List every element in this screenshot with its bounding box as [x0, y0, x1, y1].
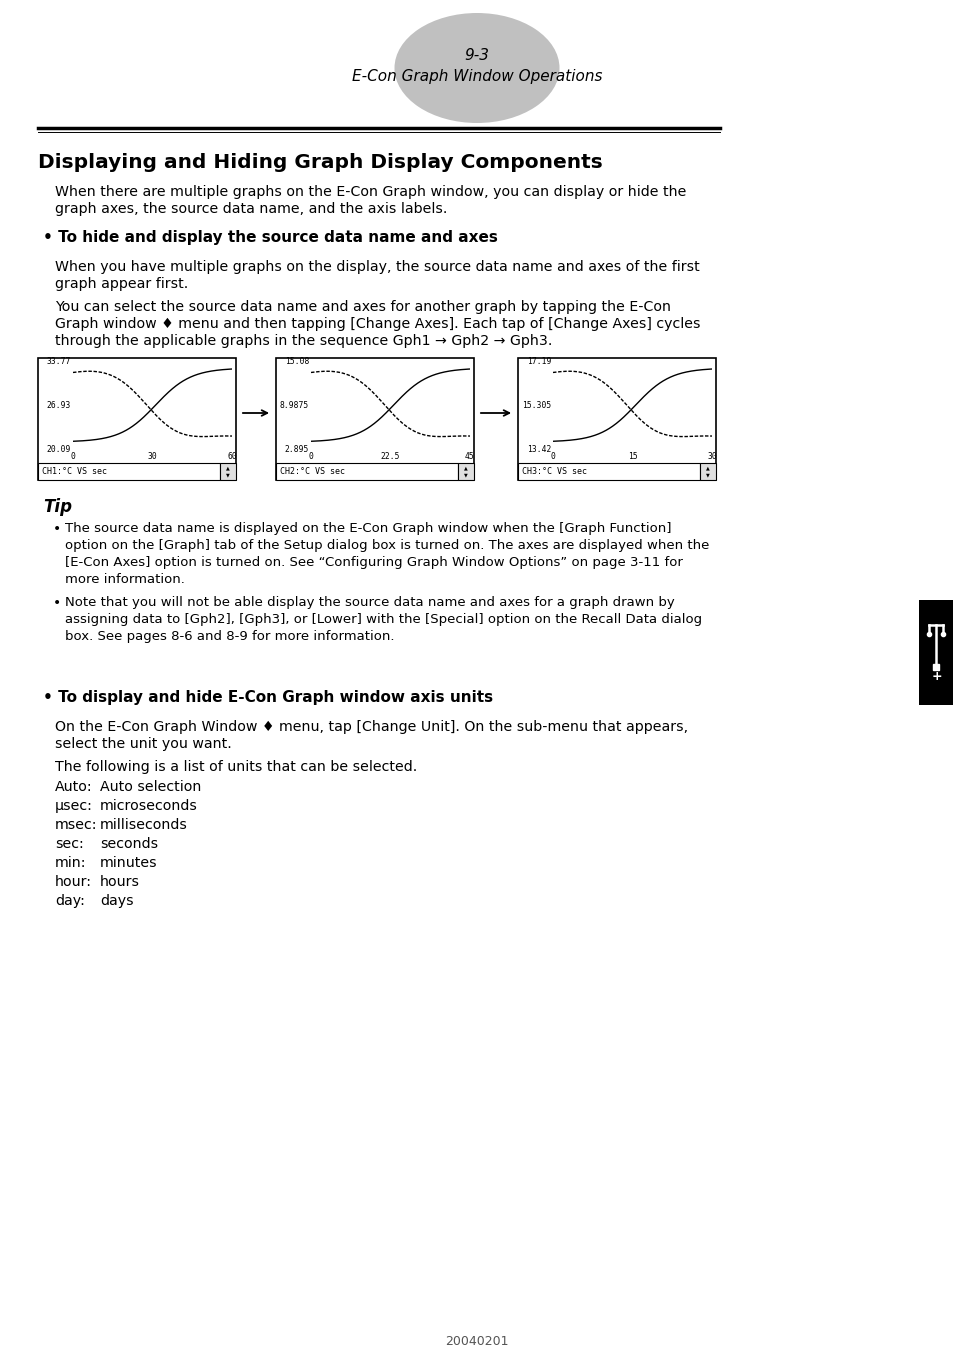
Text: 13.42: 13.42 [526, 445, 551, 453]
Bar [457, 462, 474, 480]
Text: more information.: more information. [65, 573, 185, 585]
Text: ▲: ▲ [226, 465, 230, 470]
Text: CH2:°C VS sec: CH2:°C VS sec [280, 466, 345, 476]
Text: ▼: ▼ [226, 473, 230, 477]
Text: 30: 30 [148, 452, 157, 461]
Text: 30: 30 [706, 452, 716, 461]
Text: 22.5: 22.5 [380, 452, 400, 461]
Text: You can select the source data name and axes for another graph by tapping the E-: You can select the source data name and … [55, 300, 670, 314]
Bar [918, 600, 953, 704]
Text: ▲: ▲ [464, 465, 467, 470]
Text: [E-Con Axes] option is turned on. See “Configuring Graph Window Options” on page: [E-Con Axes] option is turned on. See “C… [65, 556, 682, 569]
Text: option on the [Graph] tab of the Setup dialog box is turned on. The axes are dis: option on the [Graph] tab of the Setup d… [65, 539, 709, 552]
Text: assigning data to [Gph2], [Gph3], or [Lower] with the [Special] option on the Re: assigning data to [Gph2], [Gph3], or [Lo… [65, 612, 701, 626]
Text: Note that you will not be able display the source data name and axes for a graph: Note that you will not be able display t… [65, 596, 674, 608]
Text: When there are multiple graphs on the E-Con Graph window, you can display or hid: When there are multiple graphs on the E-… [55, 185, 685, 199]
Text: 20.09: 20.09 [47, 445, 71, 453]
Text: •: • [53, 596, 61, 610]
Text: 15: 15 [627, 452, 637, 461]
Text: E-Con Graph Window Operations: E-Con Graph Window Operations [352, 69, 601, 84]
Text: On the E-Con Graph Window ♦ menu, tap [Change Unit]. On the sub-menu that appear: On the E-Con Graph Window ♦ menu, tap [C… [55, 721, 687, 734]
Ellipse shape [395, 14, 558, 123]
Text: 15.08: 15.08 [284, 357, 309, 365]
Text: The following is a list of units that can be selected.: The following is a list of units that ca… [55, 760, 416, 773]
Text: milliseconds: milliseconds [100, 818, 188, 831]
Bar [275, 358, 474, 480]
Bar [517, 462, 700, 480]
Text: Graph window ♦ menu and then tapping [Change Axes]. Each tap of [Change Axes] cy: Graph window ♦ menu and then tapping [Ch… [55, 316, 700, 331]
Text: The source data name is displayed on the E-Con Graph window when the [Graph Func: The source data name is displayed on the… [65, 522, 671, 535]
Bar [38, 462, 220, 480]
Text: Tip: Tip [43, 498, 71, 516]
Text: min:: min: [55, 856, 87, 869]
Text: sec:: sec: [55, 837, 84, 850]
Text: 20040201: 20040201 [445, 1334, 508, 1348]
Bar [275, 462, 457, 480]
Text: • To hide and display the source data name and axes: • To hide and display the source data na… [43, 230, 497, 245]
Text: graph appear first.: graph appear first. [55, 277, 188, 291]
Text: • To display and hide E-Con Graph window axis units: • To display and hide E-Con Graph window… [43, 690, 493, 704]
Text: 17.19: 17.19 [526, 357, 551, 365]
Text: CH1:°C VS sec: CH1:°C VS sec [42, 466, 107, 476]
Text: Auto selection: Auto selection [100, 780, 201, 794]
Text: •: • [53, 522, 61, 535]
Text: ▼: ▼ [705, 473, 709, 477]
Text: 2.895: 2.895 [284, 445, 309, 453]
Text: microseconds: microseconds [100, 799, 197, 813]
Text: Displaying and Hiding Graph Display Components: Displaying and Hiding Graph Display Comp… [38, 153, 602, 172]
Text: Auto:: Auto: [55, 780, 92, 794]
Text: 26.93: 26.93 [47, 400, 71, 410]
Text: 0: 0 [550, 452, 555, 461]
Text: minutes: minutes [100, 856, 157, 869]
Text: 60: 60 [227, 452, 236, 461]
Text: μsec:: μsec: [55, 799, 92, 813]
Text: ▼: ▼ [464, 473, 467, 477]
Text: hours: hours [100, 875, 140, 890]
Text: days: days [100, 894, 133, 909]
Text: 9-3: 9-3 [464, 47, 489, 62]
Bar [220, 462, 235, 480]
Text: day:: day: [55, 894, 85, 909]
Text: 0: 0 [308, 452, 314, 461]
Text: select the unit you want.: select the unit you want. [55, 737, 232, 750]
Text: 45: 45 [465, 452, 475, 461]
Bar [38, 358, 235, 480]
Text: 15.305: 15.305 [521, 400, 551, 410]
Text: through the applicable graphs in the sequence Gph1 → Gph2 → Gph3.: through the applicable graphs in the seq… [55, 334, 552, 347]
Text: 0: 0 [71, 452, 75, 461]
Bar [517, 358, 716, 480]
Text: hour:: hour: [55, 875, 91, 890]
Text: msec:: msec: [55, 818, 97, 831]
Text: box. See pages 8-6 and 8-9 for more information.: box. See pages 8-6 and 8-9 for more info… [65, 630, 395, 644]
Bar [700, 462, 716, 480]
Text: 33.77: 33.77 [47, 357, 71, 365]
Text: +: + [930, 671, 941, 684]
Text: seconds: seconds [100, 837, 158, 850]
Text: CH3:°C VS sec: CH3:°C VS sec [521, 466, 586, 476]
Text: When you have multiple graphs on the display, the source data name and axes of t: When you have multiple graphs on the dis… [55, 260, 699, 274]
Text: ▲: ▲ [705, 465, 709, 470]
Text: graph axes, the source data name, and the axis labels.: graph axes, the source data name, and th… [55, 201, 447, 216]
Text: 8.9875: 8.9875 [279, 400, 309, 410]
